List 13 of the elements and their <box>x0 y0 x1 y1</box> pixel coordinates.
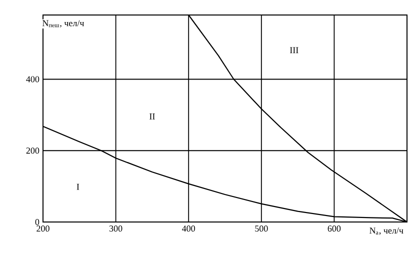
y-tick-label: 200 <box>26 148 40 154</box>
y-tick-label: 0 <box>35 218 40 226</box>
annotation: II <box>150 113 155 120</box>
x-axis-title: N$_{а}$, чел/ч <box>370 228 404 235</box>
annotation: I <box>76 184 80 190</box>
x-tick-label: 600 <box>328 226 341 232</box>
y-axis-title: N$_{пеш}$, чел/ч <box>42 20 84 28</box>
x-tick-label: 500 <box>255 226 268 232</box>
annotation: III <box>290 47 298 54</box>
y-tick-label: 400 <box>26 76 40 82</box>
x-tick-label: 400 <box>182 226 196 232</box>
x-tick-label: 200 <box>36 226 50 232</box>
x-tick-label: 300 <box>109 226 122 232</box>
